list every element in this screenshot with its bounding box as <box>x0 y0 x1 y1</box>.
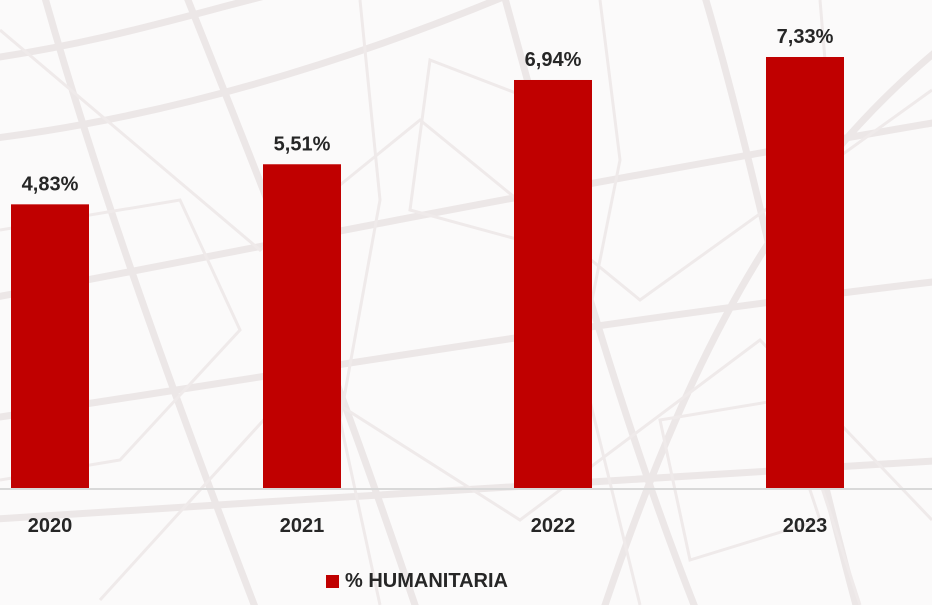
x-tick-labels-layer: 2020 2021 2022 2023 <box>28 515 828 537</box>
data-label-2021: 5,51% <box>274 133 331 155</box>
legend: % HUMANITARIA <box>326 570 508 593</box>
legend-label: % HUMANITARIA <box>345 570 508 592</box>
x-tick-label-2023: 2023 <box>783 515 828 537</box>
x-tick-label-2020: 2020 <box>28 515 73 537</box>
bars-layer <box>11 57 844 490</box>
bar-2021 <box>263 164 341 489</box>
data-label-2020: 4,83% <box>22 173 79 195</box>
x-tick-label-2022: 2022 <box>531 515 576 537</box>
bar-2022 <box>514 79 592 490</box>
data-label-2023: 7,33% <box>777 26 834 48</box>
bar-2023 <box>766 57 844 489</box>
legend-swatch <box>326 575 339 588</box>
data-labels-layer: 4,83% 5,51% 6,94% 7,33% <box>22 26 834 195</box>
data-label-2022: 6,94% <box>525 49 582 71</box>
bar-2020 <box>11 204 89 489</box>
x-tick-label-2021: 2021 <box>280 515 325 537</box>
